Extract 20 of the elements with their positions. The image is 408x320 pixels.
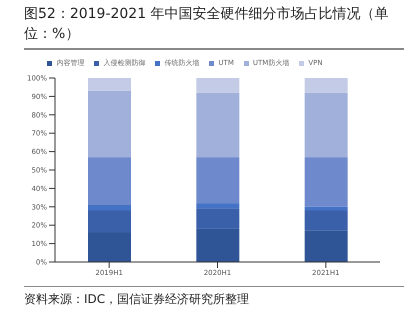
bar	[196, 208, 240, 229]
bar	[304, 78, 348, 93]
bar	[304, 92, 348, 158]
text: 资料来源：IDC，国信证券经济研究所整理	[24, 286, 404, 308]
bar	[304, 210, 348, 231]
bar	[88, 157, 131, 205]
bar	[304, 157, 348, 207]
bar	[88, 204, 131, 210]
bar	[196, 203, 240, 209]
bar	[196, 92, 240, 158]
bar	[88, 210, 131, 233]
bar	[88, 78, 131, 91]
bar	[196, 78, 240, 93]
bar	[88, 232, 131, 262]
bar	[304, 206, 348, 210]
bar	[304, 230, 348, 262]
bar	[196, 157, 240, 204]
bar	[88, 90, 131, 158]
bar	[196, 228, 240, 262]
chart-title: 图52：2019-2021 年中国安全硬件细分市场占比情况（单位：%）	[24, 4, 404, 50]
